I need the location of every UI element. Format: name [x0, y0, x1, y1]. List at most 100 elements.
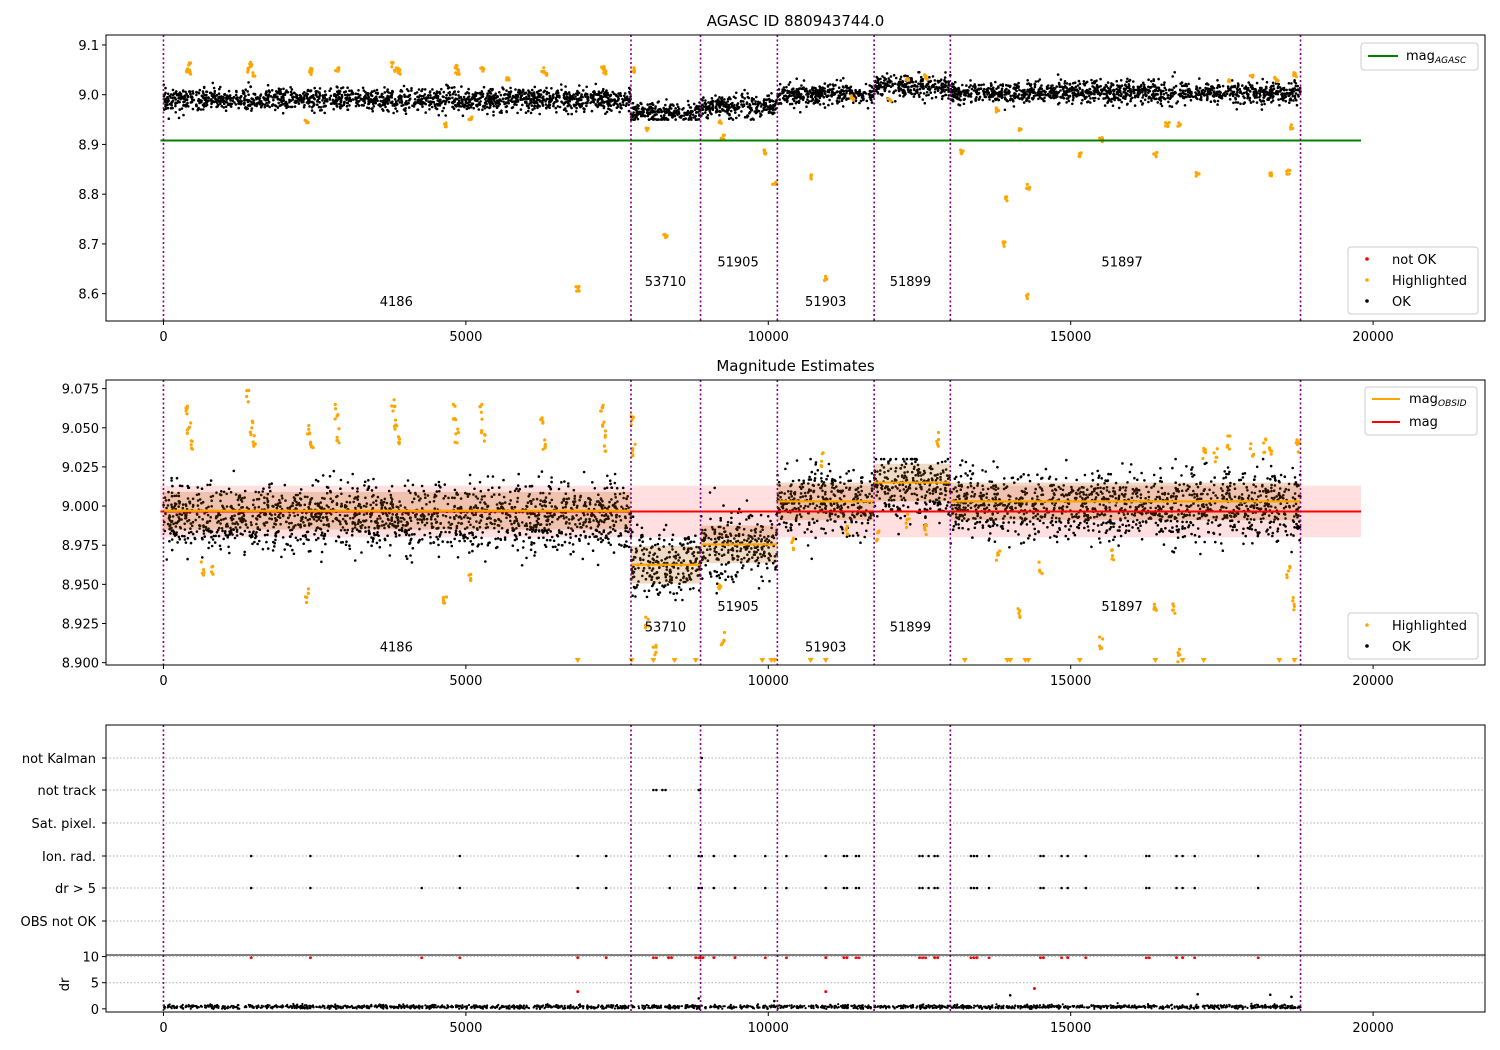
- ok-point: [312, 103, 316, 106]
- ok-point: [378, 545, 382, 549]
- ok-point: [996, 91, 999, 95]
- ok-point: [623, 92, 627, 95]
- ok-point: [597, 103, 600, 107]
- ok-point: [1216, 103, 1219, 106]
- ok-point: [745, 115, 749, 119]
- ok-point: [318, 93, 322, 97]
- ok-point: [190, 98, 194, 102]
- ok-point: [704, 99, 707, 102]
- ok-point: [1206, 87, 1209, 90]
- ok-point: [1093, 99, 1096, 103]
- ok-point: [1157, 77, 1160, 81]
- ok-point: [167, 117, 171, 120]
- ok-point: [806, 95, 810, 99]
- ok-point: [746, 92, 749, 95]
- ok-point: [335, 102, 338, 105]
- ok-point: [735, 91, 738, 95]
- ok-point: [174, 111, 177, 114]
- ok-point: [1198, 98, 1202, 101]
- ok-point: [575, 106, 578, 110]
- ok-point: [1132, 80, 1135, 83]
- ok-point: [322, 105, 325, 108]
- ok-point: [1246, 93, 1250, 97]
- ok-point: [464, 92, 468, 95]
- ok-point: [589, 94, 593, 97]
- ok-point: [746, 95, 750, 99]
- ok-point: [539, 93, 543, 96]
- ok-point: [1073, 88, 1077, 92]
- ok-point: [276, 106, 280, 109]
- ok-point: [588, 535, 591, 539]
- ok-point: [669, 103, 672, 107]
- ok-point: [372, 97, 376, 101]
- ok-point: [545, 86, 548, 90]
- ok-point: [283, 93, 287, 96]
- plot-frame: [105, 34, 1486, 322]
- ok-point: [605, 91, 608, 94]
- ok-point: [423, 93, 427, 96]
- obsid-label: 51899: [890, 275, 931, 290]
- ok-point: [282, 99, 285, 103]
- ok-point: [602, 106, 606, 110]
- ok-point: [251, 98, 255, 101]
- ok-point: [1150, 97, 1153, 100]
- ok-point: [323, 99, 327, 103]
- ok-point: [1168, 97, 1172, 101]
- ok-point: [228, 94, 232, 97]
- ok-point: [394, 107, 397, 110]
- ok-point: [273, 545, 276, 548]
- ok-point: [1271, 91, 1274, 94]
- highlighted-point: [1025, 182, 1029, 186]
- ok-point: [1091, 85, 1094, 88]
- ok-point: [1071, 98, 1075, 102]
- ok-point: [498, 91, 501, 94]
- ok-point: [923, 101, 927, 105]
- legend-marker: [1365, 299, 1369, 303]
- highlighted-point: [540, 69, 544, 73]
- ok-point: [793, 92, 796, 95]
- ok-point: [174, 104, 177, 108]
- ok-point: [1071, 91, 1074, 95]
- ok-point: [868, 89, 872, 93]
- ok-point: [269, 95, 273, 98]
- ok-point: [696, 111, 700, 114]
- ok-point: [978, 95, 982, 99]
- ok-point: [755, 108, 758, 111]
- ok-point: [1293, 94, 1297, 98]
- ok-point: [348, 89, 351, 93]
- ok-point: [329, 87, 333, 90]
- ok-point: [586, 100, 589, 103]
- ok-point: [912, 87, 916, 91]
- ok-point: [207, 97, 211, 100]
- legend-marker: [1365, 278, 1369, 282]
- ok-point: [724, 110, 727, 113]
- ok-point: [1122, 95, 1126, 98]
- ok-point: [1221, 84, 1225, 88]
- ok-point: [546, 531, 549, 535]
- ok-point: [1115, 79, 1118, 83]
- ok-point: [704, 111, 707, 114]
- ok-point: [604, 112, 607, 115]
- ok-point: [650, 116, 654, 119]
- ok-point: [687, 118, 690, 121]
- ok-point: [1056, 95, 1059, 98]
- ok-point: [553, 101, 556, 104]
- ok-point: [340, 96, 343, 100]
- ok-point: [1166, 93, 1170, 97]
- ok-point: [250, 107, 254, 110]
- ok-point: [678, 107, 681, 111]
- ok-point: [226, 103, 230, 107]
- y-tick-label: 8.6: [78, 288, 99, 303]
- ok-point: [444, 114, 448, 117]
- ok-point: [903, 74, 906, 78]
- ok-point: [524, 101, 527, 104]
- ok-point: [489, 92, 493, 95]
- ok-point: [903, 85, 906, 89]
- ok-point: [940, 97, 944, 101]
- ok-point: [594, 104, 598, 107]
- ok-point: [1234, 96, 1237, 100]
- ok-point: [918, 71, 921, 74]
- ok-point: [767, 94, 771, 97]
- ok-point: [375, 98, 378, 101]
- ok-point: [289, 86, 292, 89]
